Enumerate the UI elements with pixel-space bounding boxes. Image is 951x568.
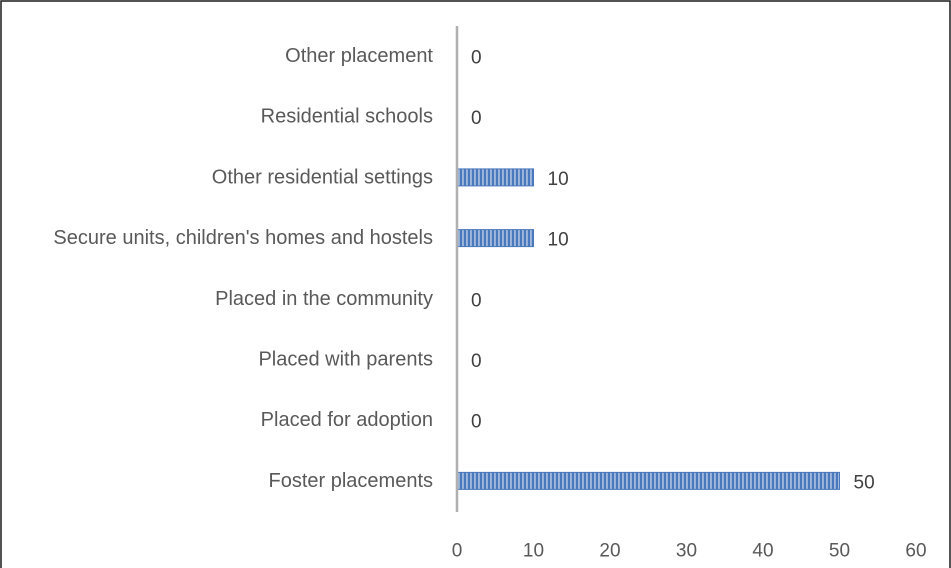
bar xyxy=(457,168,534,187)
x-tick-label: 20 xyxy=(599,541,620,562)
category-label: Secure units, children's homes and hoste… xyxy=(53,227,433,249)
category-label: Foster placements xyxy=(268,470,433,492)
data-label: 0 xyxy=(471,412,482,433)
x-tick-label: 50 xyxy=(829,541,850,562)
category-label: Other placement xyxy=(285,45,433,67)
category-label: Placed in the community xyxy=(215,288,433,310)
data-label: 10 xyxy=(548,230,569,251)
x-tick-label: 0 xyxy=(452,541,463,562)
category-label: Placed with parents xyxy=(258,349,433,371)
data-label: 10 xyxy=(548,169,569,190)
data-label: 0 xyxy=(471,48,482,69)
bar xyxy=(457,229,534,248)
x-tick-label: 40 xyxy=(752,541,773,562)
data-label: 0 xyxy=(471,351,482,372)
category-label: Other residential settings xyxy=(212,166,433,188)
x-tick-label: 60 xyxy=(905,541,926,562)
x-tick-label: 30 xyxy=(676,541,697,562)
bar xyxy=(457,471,840,490)
data-label: 0 xyxy=(471,290,482,311)
category-label: Placed for adoption xyxy=(261,409,433,431)
x-tick-label: 10 xyxy=(523,541,544,562)
category-label: Residential schools xyxy=(261,106,433,128)
data-label: 50 xyxy=(854,472,875,493)
data-label: 0 xyxy=(471,108,482,129)
